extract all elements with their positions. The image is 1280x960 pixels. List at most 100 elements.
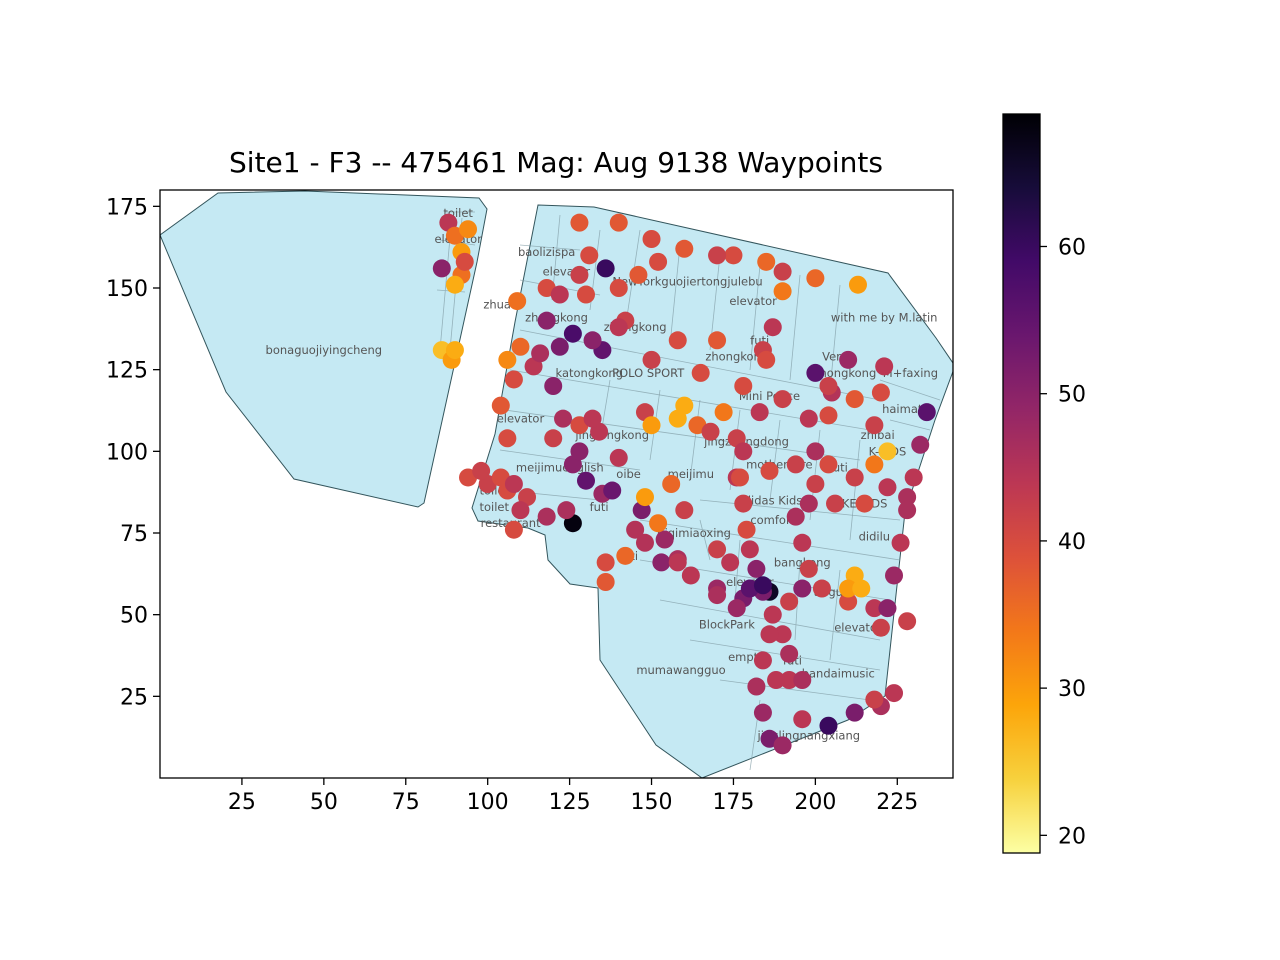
floor-plan [160,190,953,778]
waypoint-point [603,481,622,500]
waypoint-point [757,350,776,369]
waypoint-point [662,475,681,493]
waypoint-point [819,406,838,425]
waypoint-point [753,651,772,670]
waypoint-point [773,262,792,281]
waypoint-point [747,677,766,696]
shop-label: with me by M.latin [831,310,938,324]
waypoint-point [734,494,753,513]
x-tick-label: 100 [467,790,509,815]
waypoint-point [773,390,792,409]
shop-label: katongkong [556,366,624,380]
waypoint-point [760,625,779,644]
waypoint-point [537,507,556,526]
x-tick-label: 200 [794,790,836,815]
waypoint-point [826,494,845,513]
waypoint-point [793,710,812,729]
waypoint-point [898,501,917,520]
waypoint-point [557,501,576,520]
waypoint-point [708,540,727,559]
waypoint-point [845,703,864,722]
shop-label: bonaguojiyingcheng [266,343,383,357]
shop-label: futi [590,500,609,514]
waypoint-point [472,461,491,480]
waypoint-point [786,507,805,526]
waypoint-point [668,553,687,572]
waypoint-point [848,275,867,294]
waypoint-point [865,599,884,618]
colorbar-gradient [1002,113,1041,854]
x-tick-label: 175 [712,790,754,815]
shop-label: baolizispa [518,245,575,259]
waypoint-point [554,409,573,428]
waypoint-point [865,455,884,474]
waypoint-point [865,416,884,435]
shop-label: toilet [479,500,509,514]
waypoint-point [786,455,805,474]
shop-label: NewYorkguojiertongjulebu [612,274,762,288]
shop-label: meijimu [668,467,714,481]
shop-label: meijimuenglish [516,461,604,475]
waypoint-point [655,530,674,549]
waypoint-point [708,586,727,605]
waypoint-point [806,475,825,493]
y-tick-label: 50 [120,604,148,629]
waypoint-point [583,331,602,350]
waypoint-point [839,592,858,611]
waypoint-point [498,350,517,369]
waypoint-point [629,265,648,284]
waypoint-point [504,520,523,539]
waypoint-point [570,442,589,461]
waypoint-point [793,533,812,552]
waypoint-point [763,605,782,624]
waypoint-point [806,363,825,382]
waypoint-point [763,318,782,337]
waypoint-point [459,220,478,239]
waypoint-point [635,488,654,507]
waypoint-point [432,259,451,278]
waypoint-point [734,377,753,395]
waypoint-point [609,448,628,467]
waypoint-point [793,579,812,598]
waypoint-point [491,396,510,415]
waypoint-point [871,383,890,402]
waypoint-point [550,337,569,356]
waypoint-point [793,671,812,689]
waypoint-point [819,455,838,474]
waypoint-point [511,337,530,356]
waypoint-point [911,435,930,454]
waypoint-point [504,475,523,493]
waypoint-point [544,377,563,395]
waypoint-point [580,246,599,265]
shop-label: bandaimusic [802,666,875,680]
waypoint-point [504,370,523,389]
waypoint-point [691,363,710,382]
waypoint-point [445,341,464,360]
waypoint-point [652,553,671,572]
waypoint-point [878,442,897,461]
shop-label: elevator [729,294,777,308]
waypoint-point [753,576,772,595]
waypoint-point [839,579,858,598]
waypoint-point [865,690,884,709]
waypoint-point [799,559,818,578]
colorbar-tick-label: 30 [1058,677,1086,702]
waypoint-point [773,282,792,301]
waypoint-point [609,213,628,232]
waypoint-point [609,279,628,297]
waypoint-point [773,736,792,755]
waypoint-point [871,618,890,637]
waypoint-point [596,259,615,278]
chart-title: Site1 - F3 -- 475461 Mag: Aug 9138 Waypo… [229,146,883,179]
y-tick-label: 75 [120,522,148,547]
x-tick-label: 25 [228,790,256,815]
waypoint-point [616,546,635,565]
waypoint-point [904,468,923,487]
waypoint-point [885,566,904,585]
shop-label: POLO SPORT [612,366,685,380]
waypoint-point [731,468,750,487]
waypoint-point [760,461,779,480]
waypoint-point [675,501,694,520]
waypoint-point [570,213,589,232]
colorbar-tick-label: 60 [1058,235,1086,260]
